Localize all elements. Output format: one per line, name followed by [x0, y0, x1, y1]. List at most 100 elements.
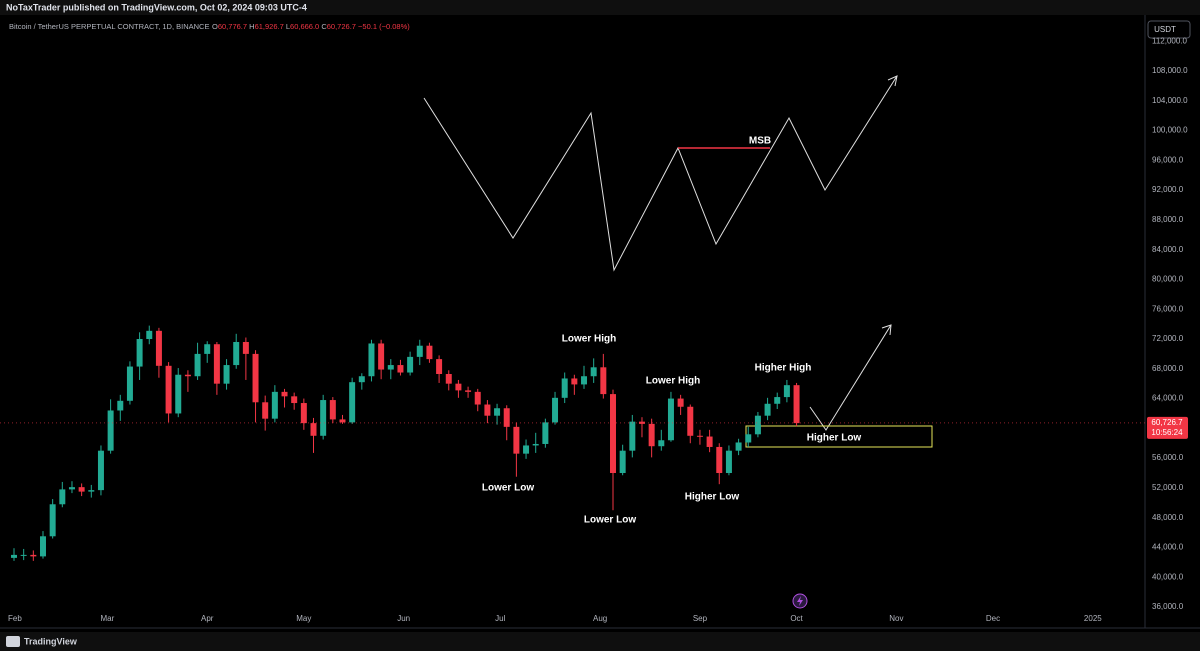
- y-tick-label: 68,000.0: [1152, 364, 1184, 373]
- candle-body: [696, 435, 703, 437]
- candle-body: [484, 404, 491, 416]
- ohlc: O60,776.7 H61,926.7 L60,666.0 C60,726.7 …: [212, 22, 410, 31]
- candle-body: [600, 367, 607, 395]
- ohlc-value: 60,666.0: [290, 22, 319, 31]
- currency-button[interactable]: [1147, 20, 1191, 39]
- candle-body: [745, 434, 752, 443]
- candle-body: [706, 436, 713, 447]
- candle-body: [774, 397, 781, 404]
- candle-body: [339, 419, 346, 423]
- ohlc-value: 60,776.7: [218, 22, 247, 31]
- candle-body: [378, 343, 385, 370]
- candle-body: [252, 353, 259, 403]
- published-text: NoTaxTrader published on TradingView.com…: [6, 2, 307, 12]
- candle-body: [494, 408, 501, 416]
- x-tick-label: Oct: [790, 614, 803, 623]
- arrow-head: [881, 324, 892, 336]
- candle-body: [764, 403, 771, 416]
- candle-body: [194, 353, 201, 377]
- brand: TradingView: [24, 636, 78, 646]
- candle-body: [20, 554, 27, 556]
- candle-body: [503, 408, 510, 427]
- y-tick-label: 92,000.0: [1152, 185, 1184, 194]
- candle-body: [291, 396, 298, 404]
- annotation: Higher High: [755, 363, 812, 374]
- candle-body: [78, 487, 85, 492]
- currency[interactable]: USDT: [1154, 25, 1176, 34]
- x-tick-label: Jun: [397, 614, 410, 623]
- candle-body: [542, 422, 549, 444]
- x-tick-label: Dec: [986, 614, 1000, 623]
- x-tick-label: Apr: [201, 614, 214, 623]
- candle-body: [523, 445, 530, 454]
- candle-body: [474, 391, 481, 405]
- y-tick-label: 64,000.0: [1152, 394, 1184, 403]
- candle-body: [561, 378, 568, 398]
- candle-body: [310, 423, 317, 436]
- candle-body: [735, 442, 742, 451]
- candle-body: [397, 365, 404, 373]
- candle-body: [97, 450, 104, 491]
- ohlc-key: L: [286, 22, 290, 31]
- x-tick-label: 2025: [1084, 614, 1102, 623]
- symbol: Bitcoin / TetherUS PERPETUAL CONTRACT, 1…: [9, 22, 209, 31]
- plot: [11, 325, 800, 561]
- candle-body: [59, 489, 66, 505]
- candle-body: [581, 376, 588, 385]
- candle-body: [677, 398, 684, 407]
- candle-body: [638, 421, 645, 424]
- candle-body: [175, 374, 182, 414]
- candle-body: [687, 406, 694, 436]
- candle-body: [204, 344, 211, 354]
- annotation: Higher Low: [807, 433, 862, 444]
- candle-body: [68, 487, 75, 490]
- candle-body: [610, 394, 616, 474]
- y-tick-label: 112,000.0: [1152, 36, 1188, 45]
- x-tick-label: May: [296, 614, 311, 623]
- candle-body: [223, 365, 230, 384]
- candle-body: [648, 423, 655, 447]
- y-tick-label: 96,000.0: [1152, 155, 1184, 164]
- y-tick-label: 72,000.0: [1152, 334, 1184, 343]
- candle-body: [146, 330, 153, 340]
- x-tick-label: Sep: [693, 614, 708, 623]
- annotation: Lower Low: [584, 515, 636, 526]
- candle-body: [155, 330, 162, 366]
- arrow-head: [887, 75, 898, 87]
- candle-body: [39, 536, 46, 557]
- y-tick-label: 44,000.0: [1152, 543, 1184, 552]
- candle-body: [126, 366, 133, 401]
- candle-body: [532, 443, 539, 446]
- candle-body: [658, 440, 665, 447]
- y-tick-label: 36,000.0: [1152, 602, 1184, 611]
- candle-body: [725, 450, 732, 474]
- y-tick-label: 76,000.0: [1152, 304, 1184, 313]
- candle-body: [320, 400, 327, 436]
- candle-body: [754, 415, 761, 435]
- candle-body: [184, 374, 191, 377]
- candle-body: [88, 490, 95, 492]
- candle-body: [281, 391, 288, 397]
- last-price-box: [1147, 416, 1188, 439]
- annotation: MSB: [749, 136, 771, 147]
- candle-body: [30, 554, 37, 557]
- candle-body: [793, 385, 800, 424]
- brand-logo: [6, 636, 20, 647]
- candle-body: [349, 382, 356, 423]
- candle-body: [136, 339, 143, 367]
- candle-body: [11, 554, 18, 558]
- candle-body: [387, 365, 394, 370]
- candle-body: [571, 378, 578, 385]
- y-tick-label: 56,000.0: [1152, 453, 1184, 462]
- candle-body: [667, 398, 674, 441]
- y-tick-label: 104,000.0: [1152, 96, 1188, 105]
- ohlc-key: O: [212, 22, 218, 31]
- candle-body: [213, 344, 220, 384]
- footer-bar: [0, 632, 1200, 651]
- candle-body: [445, 374, 452, 384]
- candle-body: [368, 343, 375, 377]
- y-tick-label: 40,000.0: [1152, 572, 1184, 581]
- candle-body: [49, 504, 56, 537]
